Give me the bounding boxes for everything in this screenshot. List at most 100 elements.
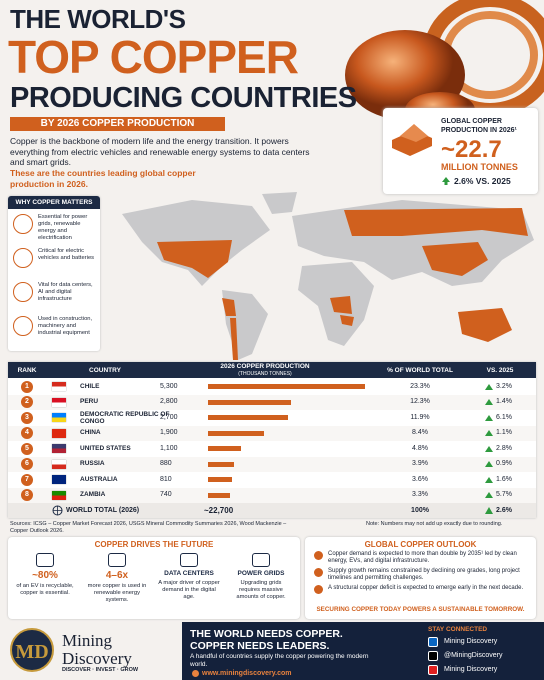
production-label: 740 — [160, 491, 172, 498]
change: 0.9% — [496, 460, 512, 467]
change-arrow — [485, 461, 493, 467]
why-icon — [13, 282, 33, 302]
drives-text: A major driver of copper demand in the d… — [158, 580, 220, 600]
social-title: STAY CONNECTED — [428, 626, 488, 633]
outlook-check — [314, 551, 323, 560]
global-value: ~22.7 — [441, 136, 502, 163]
header-cell: (THOUSAND TONNES) — [238, 371, 292, 377]
change-arrow — [485, 430, 493, 436]
flag — [52, 459, 66, 469]
up-arrow — [442, 177, 450, 185]
ingot-icon — [392, 124, 432, 156]
drives-value: POWER GRIDS — [237, 570, 285, 577]
footer-text: A handful of countries supply the copper… — [190, 653, 369, 668]
drives-value: 4–6x — [105, 570, 129, 581]
flag — [52, 397, 66, 407]
total-share: 100% — [411, 507, 429, 514]
change-arrow — [485, 383, 493, 390]
bar — [208, 384, 365, 389]
header-cell: % OF WORLD TOTAL — [387, 367, 453, 374]
share: 3.3% — [412, 491, 428, 498]
drives-title: COPPER DRIVES THE FUTURE — [94, 540, 214, 549]
total-label: WORLD TOTAL (2026) — [66, 507, 140, 514]
change-arrow — [485, 414, 493, 421]
total-row — [8, 503, 536, 518]
social-name[interactable]: Mining Discovery — [444, 666, 498, 673]
production-label: 1,100 — [160, 444, 178, 452]
drives-value: DATA CENTERS — [164, 570, 214, 577]
flag — [52, 413, 66, 422]
footer-url[interactable]: www.miningdiscovery.com — [202, 670, 292, 677]
why-title: WHY COPPER MATTERS — [8, 196, 100, 209]
global-unit: MILLION TONNES — [441, 162, 518, 172]
flag — [52, 490, 66, 500]
rank: 8 — [21, 489, 33, 501]
why-text: Vital for data centers, AI and digital i… — [38, 282, 93, 302]
share: 23.3% — [410, 382, 430, 390]
change-arrow — [485, 445, 493, 452]
why-icon — [13, 316, 33, 336]
total-change: 2.6% — [496, 507, 512, 514]
bar — [208, 430, 265, 436]
country: ZAMBIA — [80, 491, 106, 498]
global-label: GLOBAL COPPER PRODUCTION IN 2026¹ — [441, 118, 517, 134]
bar — [208, 446, 241, 451]
row-bg — [8, 487, 536, 503]
drives-value: ~80% — [32, 570, 58, 581]
flag — [52, 428, 66, 438]
outlook-title: GLOBAL COPPER OUTLOOK — [364, 540, 477, 549]
share: 3.6% — [412, 475, 428, 483]
country: PERU — [80, 398, 99, 405]
outlook-text: Copper demand is expected to more than d… — [328, 551, 517, 564]
drives-text: Upgrading grids requires massive amounts… — [236, 580, 286, 600]
social-name[interactable]: @MiningDiscovery — [444, 652, 503, 659]
outlook-text: A structural copper deficit is expected … — [328, 585, 524, 591]
country: RUSSIA — [80, 460, 105, 467]
country: AUSTRALIA — [80, 475, 118, 483]
rank: 5 — [21, 442, 33, 455]
header-cell: 2026 COPPER PRODUCTION — [220, 363, 310, 370]
world-map — [122, 192, 534, 360]
drives-icon — [108, 553, 126, 567]
change: 3.2% — [496, 382, 512, 390]
row-bg — [8, 425, 536, 441]
change: 6.1% — [496, 413, 512, 421]
footer-headline: THE WORLD NEEDS COPPER. — [190, 628, 343, 640]
change-arrow — [485, 399, 493, 405]
share: 3.9% — [412, 460, 428, 467]
outlook-box — [305, 537, 536, 619]
bar — [208, 477, 232, 482]
why-icon — [13, 248, 33, 268]
drives-text: more copper is used in renewable energy … — [87, 583, 147, 603]
production-label: 810 — [160, 475, 172, 483]
outlook-footer: SECURING COPPER TODAY POWERS A SUSTAINAB… — [316, 606, 525, 613]
change: 1.1% — [496, 429, 512, 436]
why-icon — [13, 214, 33, 234]
rank: 1 — [21, 380, 33, 393]
country: UNITED STATES — [80, 444, 131, 452]
share: 12.3% — [410, 398, 430, 405]
drives-text: of an EV is recyclable, copper is essent… — [16, 583, 74, 596]
bar — [208, 399, 291, 405]
rank: 4 — [21, 427, 33, 439]
drives-box — [8, 537, 300, 619]
social-name[interactable]: Mining Discovery — [444, 638, 498, 645]
social-icon — [428, 637, 438, 647]
drives-icon — [252, 553, 270, 567]
why-text: Essential for power grids, renewable ene… — [38, 214, 88, 241]
header-cell: RANK — [17, 367, 37, 374]
why-text: Critical for electric vehicles and batte… — [38, 248, 95, 261]
rank: 7 — [21, 473, 33, 486]
global-change: 2.6% VS. 2025 — [454, 176, 511, 186]
globe-icon — [52, 505, 63, 516]
bar — [208, 461, 235, 467]
production-label: 880 — [160, 460, 172, 467]
drives-icon — [180, 553, 198, 567]
production-label: 2,700 — [160, 413, 178, 421]
change-arrow — [485, 492, 493, 498]
outlook-check — [314, 585, 323, 594]
title-line: PRODUCING COUNTRIES — [10, 82, 357, 114]
title-line: THE WORLD'S — [10, 4, 186, 34]
rank: 2 — [21, 396, 33, 408]
